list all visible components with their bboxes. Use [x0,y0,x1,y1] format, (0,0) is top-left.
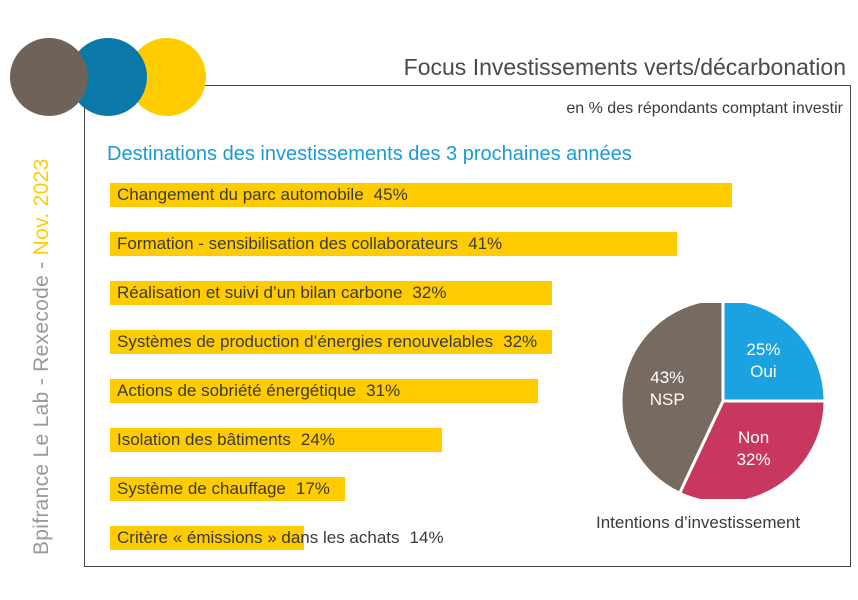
bar-value-label: 45% [373,185,408,204]
bar-category-label: Formation - sensibilisation des collabor… [117,234,459,253]
bar-category-label: Actions de sobriété énergétique [117,381,357,400]
bar-category-label: Changement du parc automobile [117,185,364,204]
bar-label: Isolation des bâtiments 24% [117,430,335,450]
bar [110,477,345,501]
bar-label: Changement du parc automobile 45% [117,185,408,205]
bar-value-label: 14% [409,528,444,547]
pie-chart [619,303,827,499]
bar-label: Système de chauffage 17% [117,479,330,499]
bar-category-label: Isolation des bâtiments [117,430,291,449]
bar-label: Systèmes de production d’énergies renouv… [117,332,537,352]
pie-category-label: Non [738,428,770,448]
bar-category-label: Critère « émissions » dans les achats [117,528,400,547]
bar [110,379,538,403]
pie-chart-title: Intentions d’investissement [596,513,801,532]
chart-frame [84,85,851,567]
pie-slice-nsp [619,303,725,495]
pie-value-label: 32% [736,450,771,470]
brand-circle-brown [10,38,88,116]
pie-label-non: Non 32% [729,427,779,471]
bar-value-label: 32% [412,283,447,302]
bar-label: Actions de sobriété énergétique 31% [117,381,400,401]
bar [110,428,442,452]
bar-value-label: 41% [468,234,503,253]
bar-category-label: Réalisation et suivi d’un bilan carbone [117,283,403,302]
bar-category-label: Système de chauffage [117,479,286,498]
source-date: Nov. 2023 [30,158,53,256]
pie-category-label: NSP [649,389,685,409]
bar-chart-title: Destinations des investissements des 3 p… [107,143,632,165]
bar [110,232,677,256]
pie-value-label: 43% [650,367,685,387]
bar-label: Réalisation et suivi d’un bilan carbone 3… [117,283,446,303]
bar-label: Critère « émissions » dans les achats 14% [117,528,444,548]
bar [110,330,552,354]
pie-slice-non [678,399,827,499]
bar-value-label: 32% [503,332,538,351]
bar-value-label: 17% [295,479,330,498]
bar-label: Formation - sensibilisation des collabor… [117,234,502,254]
pie-label-oui: 25% Oui [738,339,788,383]
bar [110,183,732,207]
bar-value-label: 24% [300,430,335,449]
pie-slice-oui [721,303,827,403]
page-title: Focus Investissements verts/décarbonatio… [403,54,846,80]
bar [110,281,552,305]
bar [110,526,304,550]
bar-value-label: 31% [366,381,401,400]
pie-value-label: 25% [746,339,781,359]
unit-label: en % des répondants comptant investir [566,100,843,117]
bar-category-label: Systèmes de production d’énergies renouv… [117,332,494,351]
source-text: Bpifrance Le Lab - Rexecode - [30,255,53,555]
side-source-label: Bpifrance Le Lab - Rexecode - Nov. 2023 [30,135,54,555]
pie-category-label: Oui [750,361,777,381]
pie-label-nsp: 43% NSP [642,367,692,411]
